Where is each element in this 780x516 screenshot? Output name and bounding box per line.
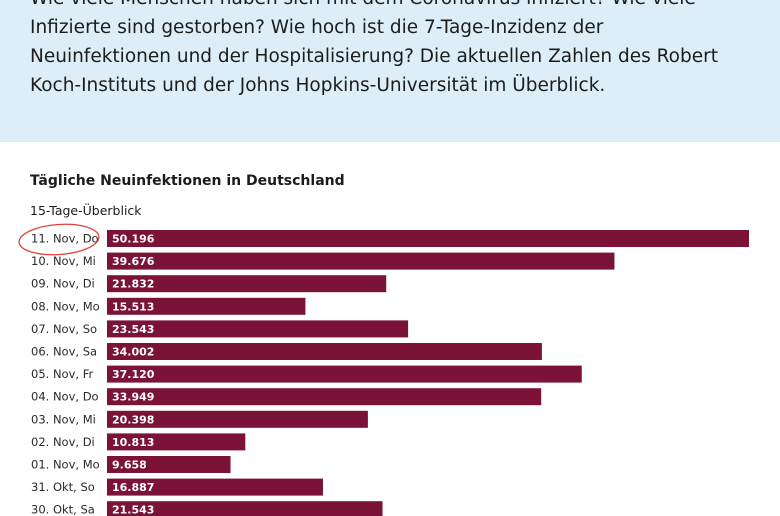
value-label: 20.398 <box>112 413 154 426</box>
intro-panel: Wie viele Menschen haben sich mit dem Co… <box>0 0 780 142</box>
category-label: 30. Okt, Sa <box>31 503 95 516</box>
category-label: 02. Nov, Di <box>31 435 95 449</box>
category-label: 03. Nov, Mi <box>31 412 96 426</box>
bar <box>107 501 383 516</box>
value-label: 10.813 <box>112 436 154 449</box>
bar <box>107 297 306 315</box>
value-label: 9.658 <box>112 459 147 472</box>
value-label: 37.120 <box>112 368 155 381</box>
value-label: 16.887 <box>112 481 154 494</box>
bar <box>107 320 409 338</box>
bar <box>107 365 582 383</box>
category-label: 10. Nov, Mi <box>31 254 96 268</box>
bar <box>107 252 615 270</box>
value-label: 34.002 <box>112 346 154 359</box>
bar <box>107 230 749 247</box>
chart-title: Tägliche Neuinfektionen in Deutschland <box>30 173 345 189</box>
category-label: 05. Nov, Fr <box>31 367 93 381</box>
value-label: 50.196 <box>112 233 155 246</box>
value-label: 39.676 <box>112 255 155 268</box>
value-label: 33.949 <box>112 391 154 404</box>
category-label: 04. Nov, Do <box>31 390 99 404</box>
value-label: 21.832 <box>112 278 154 291</box>
category-label: 11. Nov, Do <box>31 232 99 246</box>
category-label: 09. Nov, Di <box>31 277 95 291</box>
intro-text: Wie viele Menschen haben sich mit dem Co… <box>30 0 718 96</box>
bar <box>107 478 323 496</box>
bar <box>107 388 542 406</box>
bar <box>107 433 246 451</box>
bar <box>107 275 387 293</box>
bar <box>107 410 368 428</box>
value-label: 21.543 <box>112 504 154 516</box>
highlight-circle <box>18 223 100 256</box>
bar <box>107 343 542 360</box>
category-label: 01. Nov, Mo <box>31 458 100 472</box>
chart-subtitle: 15-Tage-Überblick <box>30 203 142 218</box>
category-label: 07. Nov, So <box>31 322 97 336</box>
category-label: 06. Nov, Sa <box>31 345 97 359</box>
value-label: 23.543 <box>112 323 154 336</box>
category-label: 08. Nov, Mo <box>31 299 100 313</box>
bar <box>107 456 231 473</box>
category-label: 31. Okt, So <box>31 480 95 494</box>
value-label: 15.513 <box>112 300 154 313</box>
